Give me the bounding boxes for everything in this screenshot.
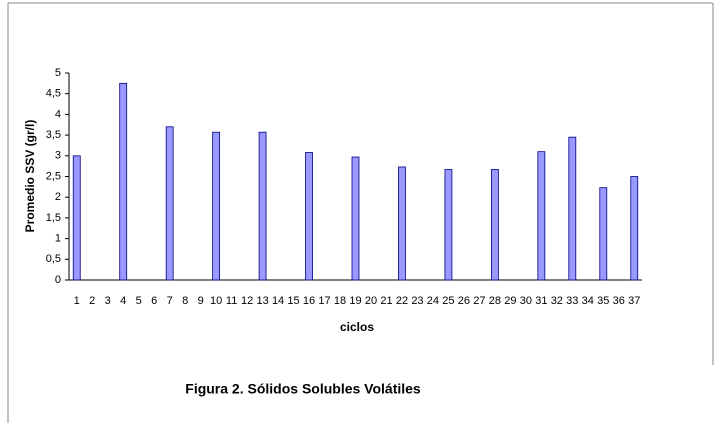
bar: [568, 136, 577, 281]
bar: [444, 169, 453, 281]
x-tick-label: 25: [442, 295, 454, 307]
x-tick-label: 14: [272, 295, 284, 307]
bar: [119, 82, 128, 281]
x-tick-label: 1: [74, 295, 80, 307]
x-tick-label: 3: [105, 295, 111, 307]
caption: Figura 2. Sólidos Solubles Volátiles: [185, 381, 421, 397]
x-tick-label: 35: [597, 295, 609, 307]
x-tick-label: 5: [136, 295, 142, 307]
bar: [165, 126, 174, 281]
x-tick-label: 34: [582, 295, 594, 307]
x-tick-label: 12: [241, 295, 253, 307]
bar: [599, 187, 608, 281]
bar: [305, 152, 313, 281]
x-tick-label: 17: [318, 295, 330, 307]
y-tick-label: 0,5: [46, 253, 61, 265]
x-tick-label: 19: [349, 295, 361, 307]
x-tick-label: 2: [89, 295, 95, 307]
x-tick-label: 23: [411, 295, 423, 307]
y-tick-label: 2: [55, 191, 61, 203]
y-tick-label: 3,5: [46, 129, 61, 141]
y-tick-label: 1: [55, 233, 61, 245]
x-tick-label: 8: [182, 295, 188, 307]
x-axis-title: ciclos: [340, 320, 374, 334]
x-tick-label: 16: [303, 295, 315, 307]
x-tick-label: 20: [365, 295, 377, 307]
x-tick-label: 30: [520, 295, 532, 307]
x-tick-label: 22: [396, 295, 408, 307]
x-tick-label: 9: [198, 295, 204, 307]
x-tick-label: 21: [380, 295, 392, 307]
bar: [537, 151, 546, 281]
y-tick-label: 5: [55, 67, 61, 79]
y-axis-title: Promedio SSV (gr/l): [23, 120, 37, 233]
y-tick-label: 2,5: [46, 170, 61, 182]
x-tick-label: 37: [628, 295, 640, 307]
x-tick-label: 32: [551, 295, 563, 307]
x-tick-label: 29: [504, 295, 516, 307]
x-tick-label: 18: [334, 295, 346, 307]
y-tick-label: 4: [55, 108, 61, 120]
bar: [212, 131, 221, 281]
bar: [398, 166, 406, 281]
x-tick-label: 36: [613, 295, 625, 307]
x-tick-label: 7: [167, 295, 173, 307]
x-tick-label: 31: [535, 295, 547, 307]
x-tick-label: 13: [256, 295, 268, 307]
bar: [490, 169, 499, 281]
bar: [258, 131, 267, 281]
x-tick-label: 28: [489, 295, 501, 307]
x-tick-label: 10: [210, 295, 222, 307]
x-tick-label: 11: [226, 295, 237, 307]
x-tick-label: 24: [427, 295, 439, 307]
x-tick-label: 26: [458, 295, 470, 307]
x-tick-label: 4: [120, 295, 126, 307]
x-tick-label: 33: [566, 295, 578, 307]
bar: [351, 156, 360, 281]
bar: [630, 176, 639, 281]
y-tick-label: 4,5: [46, 88, 61, 100]
x-tick-label: 27: [473, 295, 485, 307]
bar: [72, 155, 81, 281]
y-tick-label: 1,5: [46, 212, 61, 224]
x-tick-label: 6: [151, 295, 157, 307]
x-tick-label: 15: [287, 295, 299, 307]
y-tick-label: 3: [55, 150, 61, 162]
y-tick-label: 0: [55, 274, 61, 286]
